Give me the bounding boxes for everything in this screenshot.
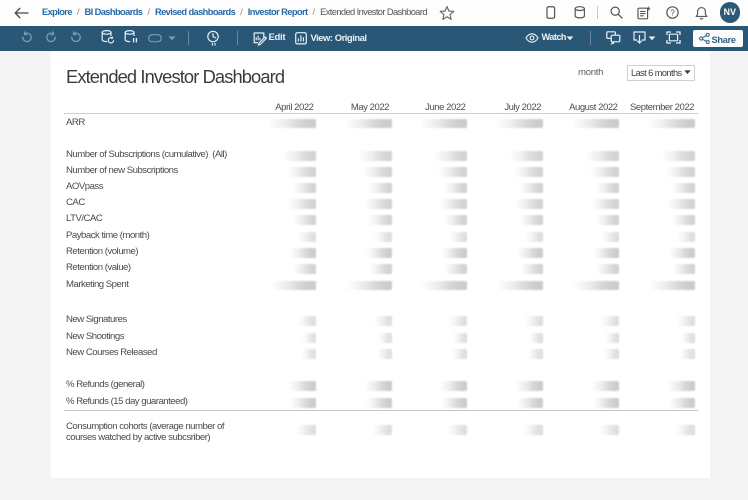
- svg-text:?: ?: [670, 8, 675, 17]
